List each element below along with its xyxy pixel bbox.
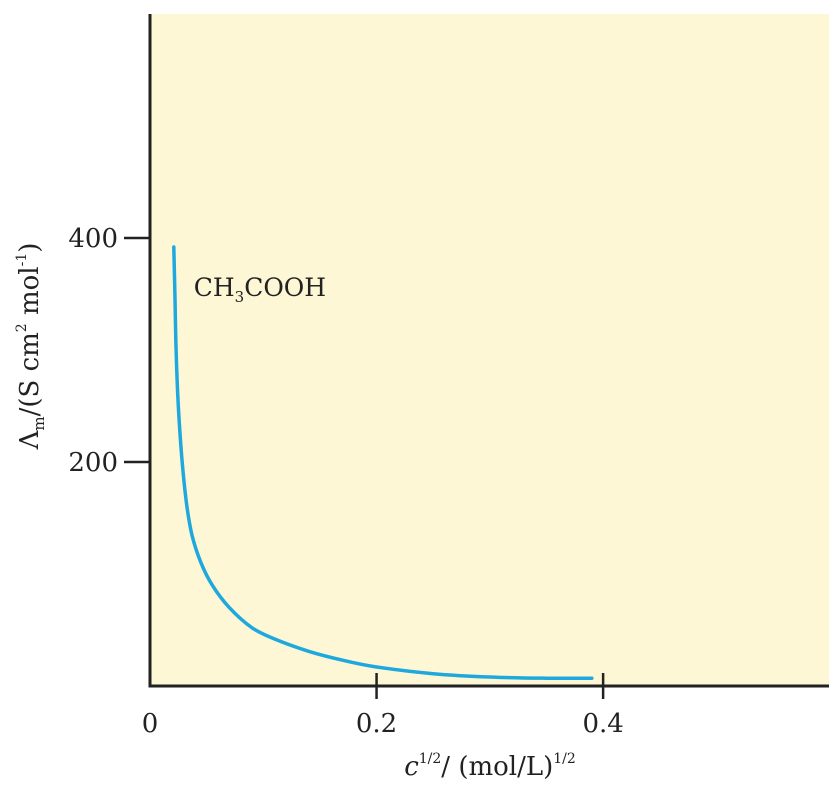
x-tick-label: 0 xyxy=(142,709,159,739)
x-tick-label: 0.4 xyxy=(582,709,623,739)
plot-background xyxy=(150,14,829,686)
x-axis-label: c1/2/ (mol/L)1/2 xyxy=(404,751,576,782)
series-annotation: CH3COOH xyxy=(194,273,326,306)
y-axis-label: Λm/(S cm2 mol-1) xyxy=(14,243,48,451)
y-tick-label: 200 xyxy=(68,448,118,478)
plot-axes xyxy=(148,14,829,688)
series-line xyxy=(172,245,594,680)
y-tick-label: 400 xyxy=(68,224,118,254)
ticks: 0 0.2 0.4 200 400 xyxy=(68,224,623,739)
x-tick-label: 0.2 xyxy=(356,709,397,739)
